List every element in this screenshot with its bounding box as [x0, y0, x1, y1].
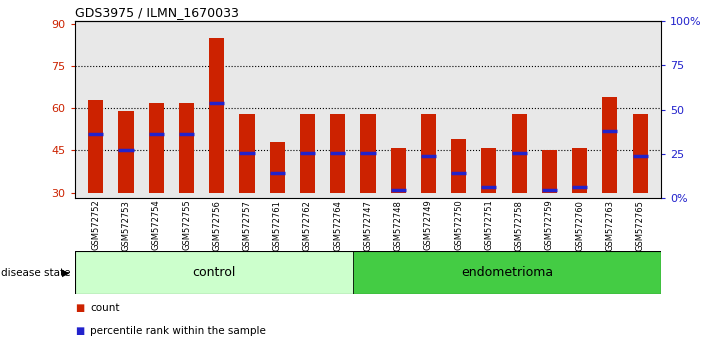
Bar [390, 148, 406, 193]
Text: endometrioma: endometrioma [461, 266, 553, 279]
Bar [451, 139, 466, 193]
Bar [542, 150, 557, 193]
Bar [149, 103, 164, 193]
Bar [421, 114, 436, 193]
Bar [602, 97, 617, 193]
Bar [572, 148, 587, 193]
Bar [511, 114, 527, 193]
Bar [353, 251, 661, 294]
Bar [88, 100, 103, 193]
Bar [209, 38, 225, 193]
Text: count: count [90, 303, 119, 313]
Bar [240, 114, 255, 193]
Bar [360, 114, 375, 193]
Bar [300, 114, 315, 193]
Text: percentile rank within the sample: percentile rank within the sample [90, 326, 266, 336]
Bar [75, 251, 353, 294]
Text: ■: ■ [75, 303, 84, 313]
Text: disease state: disease state [1, 268, 70, 278]
Text: GDS3975 / ILMN_1670033: GDS3975 / ILMN_1670033 [75, 6, 238, 19]
Bar [269, 142, 285, 193]
Bar [481, 148, 496, 193]
Text: ■: ■ [75, 326, 84, 336]
Bar [119, 111, 134, 193]
Bar [633, 114, 648, 193]
Text: control: control [192, 266, 235, 279]
Bar [330, 114, 346, 193]
Text: ▶: ▶ [62, 268, 70, 278]
Bar [179, 103, 194, 193]
